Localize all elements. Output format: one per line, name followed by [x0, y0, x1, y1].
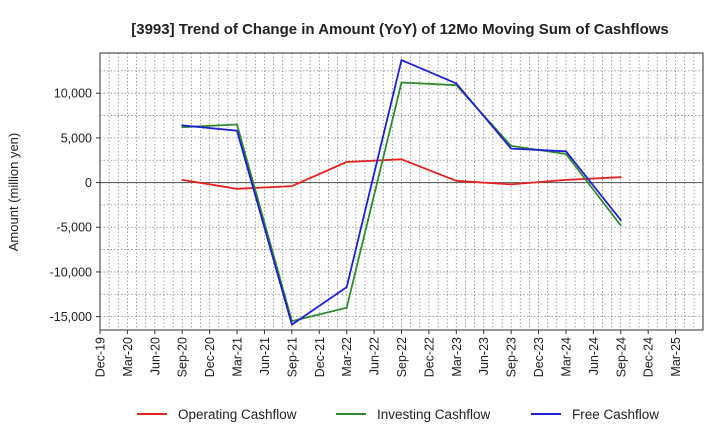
x-tick-label: Mar-24 — [559, 337, 573, 377]
data-point-investing-cashflow — [510, 145, 512, 147]
data-point-free-cashflow — [181, 124, 184, 127]
y-tick-label: -5,000 — [57, 221, 92, 235]
data-point-investing-cashflow — [345, 306, 348, 309]
data-point-free-cashflow — [455, 82, 458, 85]
x-tick-label: Dec-22 — [422, 337, 436, 377]
data-point-operating-cashflow — [291, 185, 293, 188]
legend-label-free-cashflow: Free Cashflow — [572, 407, 659, 422]
x-tick-label: Dec-23 — [532, 337, 546, 377]
y-tick-labels: -15,000 -10,000 -5,000 0 5,000 10,000 — [50, 87, 100, 324]
legend-label-investing-cashflow: Investing Cashflow — [377, 407, 491, 422]
x-tick-label: Dec-19 — [94, 337, 108, 377]
legend-label-operating-cashflow: Operating Cashflow — [178, 407, 297, 422]
y-tick-label: 10,000 — [54, 87, 92, 101]
data-point-investing-cashflow — [181, 126, 184, 129]
x-tick-label: Dec-20 — [203, 337, 217, 377]
x-tick-label: Mar-20 — [121, 337, 135, 377]
data-point-investing-cashflow — [565, 153, 567, 155]
data-point-operating-cashflow — [181, 179, 184, 181]
x-tick-label: Dec-24 — [642, 337, 656, 377]
data-point-free-cashflow — [510, 147, 512, 150]
data-point-free-cashflow — [345, 286, 348, 288]
x-tick-label: Sep-21 — [285, 337, 299, 377]
data-point-operating-cashflow — [565, 179, 567, 181]
x-tick-label: Sep-23 — [505, 337, 519, 377]
x-tick-label: Mar-22 — [340, 337, 354, 377]
y-axis-label: Amount (million yen) — [6, 133, 21, 252]
x-tick-label: Sep-24 — [614, 337, 628, 377]
data-point-free-cashflow — [236, 129, 238, 132]
data-point-operating-cashflow — [345, 161, 348, 163]
data-point-operating-cashflow — [236, 187, 238, 190]
data-point-investing-cashflow — [236, 123, 238, 126]
grid-lines — [100, 53, 703, 330]
data-point-investing-cashflow — [400, 81, 403, 84]
data-point-investing-cashflow — [619, 224, 622, 227]
x-tick-label: Jun-20 — [148, 337, 162, 375]
x-tick-label: Jun-24 — [587, 337, 601, 375]
data-point-operating-cashflow — [455, 179, 458, 182]
chart-title: [3993] Trend of Change in Amount (YoY) o… — [131, 21, 669, 38]
x-tick-label: Mar-21 — [231, 337, 245, 377]
y-tick-label: 0 — [85, 176, 92, 190]
x-tick-label: Jun-23 — [477, 337, 491, 375]
x-tick-label: Mar-23 — [450, 337, 464, 377]
series-lines — [181, 59, 622, 326]
x-tick-label: Jun-21 — [258, 337, 272, 375]
x-tick-label: Dec-21 — [313, 337, 327, 377]
data-point-free-cashflow — [400, 59, 403, 61]
x-tick-label: Mar-25 — [669, 337, 683, 377]
data-point-free-cashflow — [565, 150, 567, 153]
x-tick-labels: Dec-19 Mar-20 Jun-20 Sep-20 Dec-20 Mar-21 Jun-… — [94, 330, 683, 377]
x-tick-label: Sep-20 — [176, 337, 190, 377]
data-point-operating-cashflow — [619, 176, 622, 179]
data-point-free-cashflow — [619, 219, 622, 222]
data-point-operating-cashflow — [400, 158, 403, 161]
y-tick-label: 5,000 — [61, 131, 92, 145]
data-point-operating-cashflow — [510, 183, 512, 186]
x-tick-label: Jun-22 — [368, 337, 382, 375]
data-point-free-cashflow — [291, 323, 293, 326]
legend: Operating Cashflow Investing Cashflow Free… — [137, 407, 659, 422]
y-tick-label: -10,000 — [50, 265, 92, 279]
x-tick-label: Sep-22 — [395, 337, 409, 377]
y-tick-label: -15,000 — [50, 310, 92, 324]
